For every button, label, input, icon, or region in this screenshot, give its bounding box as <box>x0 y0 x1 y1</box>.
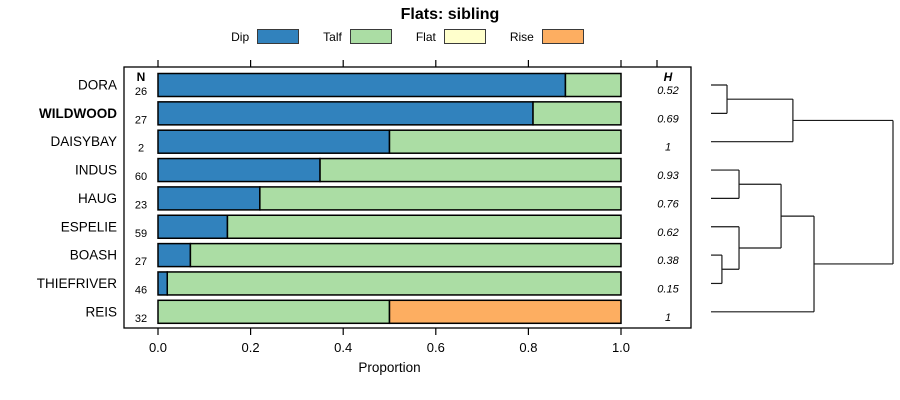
category-label: ESPELIE <box>61 219 117 234</box>
category-label: DORA <box>78 78 117 93</box>
bar-segment-dip <box>157 271 169 296</box>
legend-label-flat: Flat <box>415 29 436 44</box>
legend-label-rise: Rise <box>509 29 534 44</box>
chart-title: Flats: sibling <box>400 6 500 23</box>
n-value: 60 <box>135 171 147 183</box>
x-tick-label: 0.8 <box>519 340 537 355</box>
n-value: 46 <box>135 284 147 296</box>
legend-item-talf: Talf <box>323 29 392 44</box>
bar-segment-talf <box>189 242 622 268</box>
legend-item-flat: Flat <box>416 29 486 44</box>
legend-item-dip: Dip <box>231 29 300 44</box>
h-value: 0.52 <box>657 85 678 97</box>
n-value: 2 <box>138 143 144 155</box>
legend-swatch-rise <box>541 29 584 44</box>
legend-swatch-dip <box>257 29 300 44</box>
bar-segment-dip <box>157 72 567 98</box>
bar-segment-talf <box>388 129 622 154</box>
h-value: 0.62 <box>657 227 678 239</box>
plot-border <box>123 66 692 329</box>
category-label: BOASH <box>70 248 117 263</box>
h-value: 0.15 <box>657 283 679 295</box>
h-value: 0.69 <box>657 113 678 125</box>
h-value: 0.76 <box>657 198 679 210</box>
x-tick-label: 0.2 <box>242 340 260 355</box>
n-value: 59 <box>135 228 147 240</box>
h-column-header: H <box>664 70 673 84</box>
x-tick-label: 0.6 <box>427 340 445 355</box>
category-label: THIEFRIVER <box>37 276 118 291</box>
bar-segment-talf <box>564 72 622 98</box>
bar-segment-talf <box>319 157 622 183</box>
n-value: 26 <box>135 86 147 98</box>
x-axis-label: Proportion <box>358 360 420 375</box>
legend-item-rise: Rise <box>510 29 584 44</box>
n-value: 32 <box>135 313 147 325</box>
n-column-header: N <box>137 70 146 84</box>
n-value: 27 <box>135 256 147 268</box>
bar-segment-talf <box>157 299 391 325</box>
legend-label-talf: Talf <box>323 29 342 44</box>
h-value: 1 <box>665 312 671 324</box>
legend: Dip Talf Flat Rise <box>124 29 691 44</box>
h-value: 1 <box>665 142 671 154</box>
category-label: INDUS <box>75 163 117 178</box>
category-label: WILDWOOD <box>39 106 117 121</box>
bar-segment-dip <box>157 129 391 154</box>
bar-segment-dip <box>157 242 192 268</box>
bar-segment-dip <box>157 157 321 183</box>
x-tick-label: 0.4 <box>334 340 352 355</box>
bar-segment-dip <box>157 186 261 211</box>
bar-segment-dip <box>157 214 229 239</box>
bar-segment-talf <box>259 186 622 211</box>
bar-segment-talf <box>166 271 622 296</box>
category-label: DAISYBAY <box>50 134 117 149</box>
legend-swatch-talf <box>349 29 392 44</box>
n-value: 23 <box>135 199 147 211</box>
bar-segment-rise <box>388 299 622 325</box>
h-value: 0.93 <box>657 170 679 182</box>
n-value: 27 <box>135 114 147 126</box>
legend-label-dip: Dip <box>231 29 250 44</box>
bar-segment-talf <box>226 214 622 239</box>
bar-segment-talf <box>532 101 622 126</box>
category-label: HAUG <box>78 191 117 206</box>
h-value: 0.38 <box>657 255 679 267</box>
x-tick-label: 1.0 <box>612 340 630 355</box>
category-label: REIS <box>85 304 117 319</box>
legend-swatch-flat <box>443 29 486 44</box>
x-tick-label: 0.0 <box>149 340 167 355</box>
bar-segment-dip <box>157 101 534 126</box>
